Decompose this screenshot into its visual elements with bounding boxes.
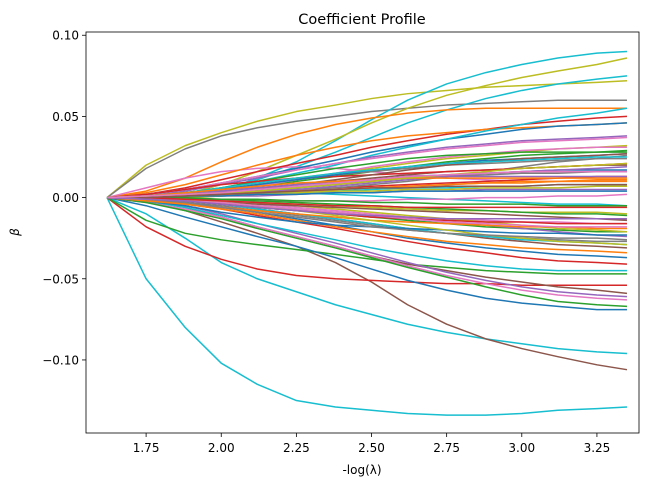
series-group xyxy=(106,50,628,416)
series-line-19 xyxy=(106,115,628,199)
chart-title: Coefficient Profile xyxy=(298,12,426,28)
series-line-23 xyxy=(107,135,628,199)
x-axis-label: -log(λ) xyxy=(342,463,381,477)
x-tick-label: 2.75 xyxy=(433,441,460,455)
series-line-5 xyxy=(106,196,627,275)
series-line-15 xyxy=(106,196,628,301)
series-line-8 xyxy=(106,99,627,199)
y-axis: −0.10 −0.05 0.00 0.05 0.10 xyxy=(42,29,86,367)
x-tick-label: 2.25 xyxy=(283,441,310,455)
series-line-69 xyxy=(107,196,627,209)
series-line-17 xyxy=(106,196,627,272)
plot-frame xyxy=(85,31,640,434)
series-line-71 xyxy=(107,183,627,199)
series-line-73 xyxy=(107,196,627,220)
x-tick-label: 3.00 xyxy=(508,441,535,455)
x-tick-label: 2.00 xyxy=(208,441,235,455)
x-axis: 1.75 2.00 2.25 2.50 2.75 3.00 3.25 xyxy=(133,433,611,455)
series-line-18 xyxy=(106,196,628,308)
series-line-7 xyxy=(106,79,628,199)
y-tick-label: 0.10 xyxy=(52,29,79,43)
series-line-3 xyxy=(106,196,628,371)
y-tick-label: −0.10 xyxy=(42,353,79,367)
x-tick-label: 1.75 xyxy=(133,441,160,455)
series-line-54 xyxy=(107,185,627,199)
series-line-6 xyxy=(106,196,627,311)
x-tick-label: 3.25 xyxy=(584,441,611,455)
y-axis-label: β xyxy=(8,228,22,237)
series-line-12 xyxy=(106,107,627,199)
y-tick-label: 0.00 xyxy=(52,191,79,205)
series-line-1 xyxy=(106,197,628,416)
series-line-67 xyxy=(107,196,628,241)
series-line-2 xyxy=(106,196,628,355)
y-tick-label: 0.05 xyxy=(52,110,79,124)
series-line-66 xyxy=(107,196,627,207)
series-line-74 xyxy=(107,170,627,199)
y-tick-label: −0.05 xyxy=(42,272,79,286)
x-tick-label: 2.50 xyxy=(358,441,385,455)
